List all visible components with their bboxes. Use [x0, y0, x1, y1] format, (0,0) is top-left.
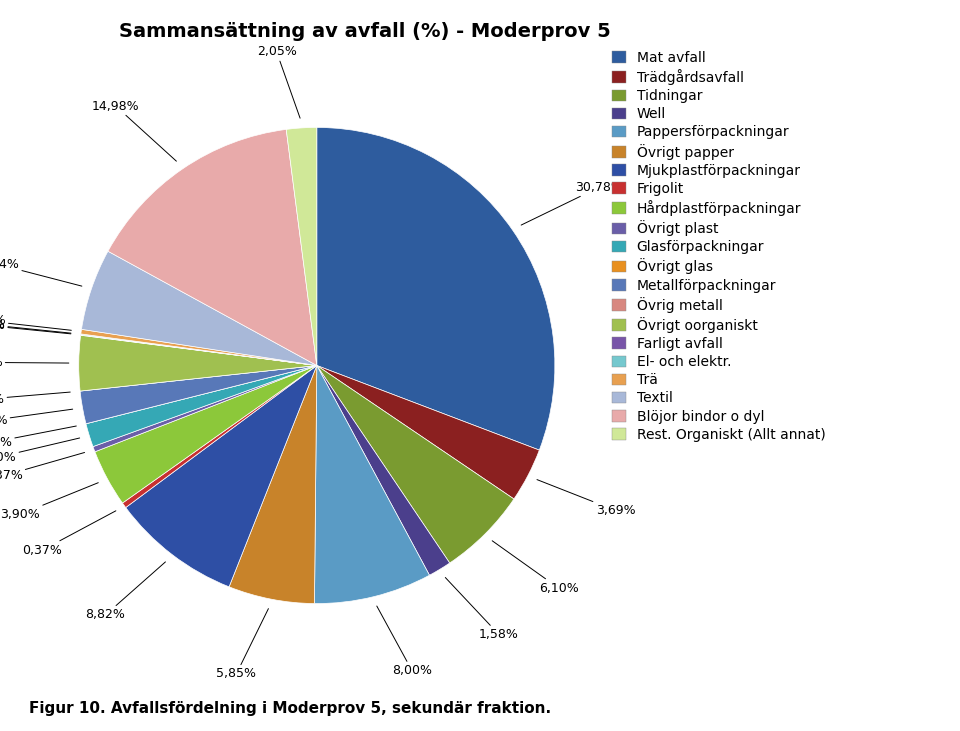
Text: 30,78%: 30,78% [521, 181, 623, 225]
Legend: Mat avfall, Trädgårdsavfall, Tidningar, Well, Pappersförpackningar, Övrigt pappe: Mat avfall, Trädgårdsavfall, Tidningar, … [612, 50, 826, 442]
Text: 8,82%: 8,82% [85, 562, 165, 621]
Wedge shape [123, 366, 317, 507]
Wedge shape [317, 366, 449, 575]
Wedge shape [317, 366, 514, 563]
Wedge shape [80, 366, 317, 424]
Text: 2,05%: 2,05% [256, 45, 300, 118]
Text: 0,03%: 0,03% [0, 319, 71, 334]
Text: Figur 10. Avfallsfördelning i Moderprov 5, sekundär fraktion.: Figur 10. Avfallsfördelning i Moderprov … [29, 701, 551, 716]
Wedge shape [108, 129, 317, 366]
Wedge shape [81, 334, 317, 366]
Wedge shape [86, 366, 317, 424]
Text: 0,31%: 0,31% [0, 314, 71, 330]
Wedge shape [229, 366, 317, 604]
Wedge shape [286, 127, 317, 366]
Wedge shape [95, 366, 317, 503]
Text: 3,74%: 3,74% [0, 356, 69, 369]
Wedge shape [86, 366, 317, 447]
Wedge shape [93, 366, 317, 452]
Text: 1,60%: 1,60% [0, 438, 80, 464]
Text: 0,37%: 0,37% [22, 511, 116, 556]
Wedge shape [126, 366, 317, 587]
Text: 0,37%: 0,37% [0, 452, 84, 482]
Text: Sammansättning av avfall (%) - Moderprov 5: Sammansättning av avfall (%) - Moderprov… [119, 22, 611, 41]
Wedge shape [317, 127, 555, 450]
Wedge shape [317, 366, 540, 499]
Text: 0,00%: 0,00% [0, 426, 76, 449]
Wedge shape [81, 335, 317, 366]
Text: 8,00%: 8,00% [377, 606, 432, 677]
Wedge shape [80, 366, 317, 391]
Text: 5,85%: 5,85% [216, 609, 269, 681]
Text: 3,69%: 3,69% [537, 480, 636, 517]
Text: 14,98%: 14,98% [92, 99, 177, 161]
Text: 6,10%: 6,10% [492, 541, 579, 594]
Wedge shape [82, 251, 317, 366]
Wedge shape [81, 330, 317, 366]
Text: 0,00%: 0,00% [0, 392, 70, 406]
Text: 5,54%: 5,54% [0, 258, 82, 286]
Wedge shape [79, 336, 317, 391]
Wedge shape [315, 366, 429, 604]
Text: 1,58%: 1,58% [445, 577, 519, 641]
Text: 2,22%: 2,22% [0, 409, 73, 428]
Text: 3,90%: 3,90% [0, 482, 98, 521]
Text: 0,06%: 0,06% [0, 318, 71, 333]
